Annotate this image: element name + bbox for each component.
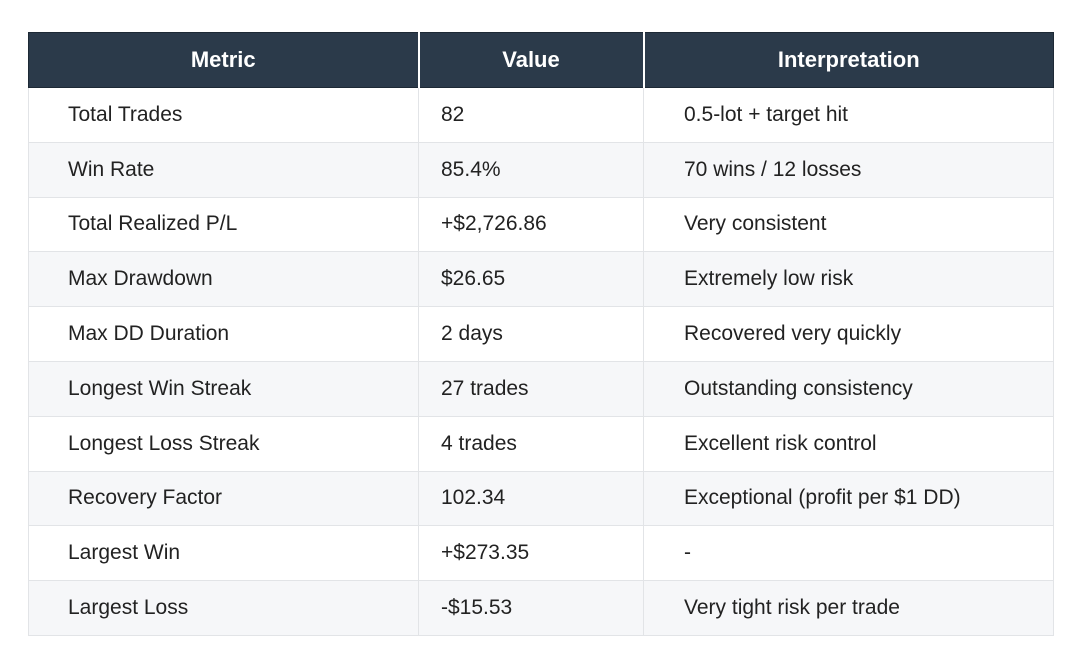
header-metric: Metric — [28, 32, 420, 88]
cell-metric: Max Drawdown — [28, 251, 419, 308]
cell-interpretation: Excellent risk control — [643, 415, 1054, 472]
table-row: Max Drawdown $26.65 Extremely low risk — [28, 251, 1054, 308]
table-row: Recovery Factor 102.34 Exceptional (prof… — [28, 470, 1054, 527]
cell-metric: Largest Win — [28, 525, 419, 582]
cell-metric: Largest Loss — [28, 580, 419, 636]
header-interpretation: Interpretation — [643, 32, 1054, 88]
cell-value: 27 trades — [418, 360, 644, 417]
header-row: Metric Value Interpretation — [28, 32, 1054, 88]
metrics-table-container: Metric Value Interpretation Total Trades… — [28, 32, 1054, 636]
cell-value: +$2,726.86 — [418, 196, 644, 253]
cell-metric: Total Trades — [28, 87, 419, 143]
cell-interpretation: Outstanding consistency — [643, 360, 1054, 417]
cell-interpretation: Recovered very quickly — [643, 306, 1054, 362]
table-row: Total Trades 82 0.5-lot + target hit — [28, 87, 1054, 143]
cell-value: $26.65 — [418, 251, 644, 308]
cell-value: 4 trades — [418, 415, 644, 472]
cell-value: 85.4% — [418, 141, 644, 198]
cell-metric: Longest Win Streak — [28, 360, 419, 417]
cell-value: +$273.35 — [418, 525, 644, 582]
cell-interpretation: 0.5-lot + target hit — [643, 87, 1054, 143]
metrics-table: Metric Value Interpretation Total Trades… — [28, 32, 1054, 636]
cell-interpretation: - — [643, 525, 1054, 582]
table-header: Metric Value Interpretation — [28, 32, 1054, 88]
table-row: Longest Loss Streak 4 trades Excellent r… — [28, 415, 1054, 472]
cell-metric: Longest Loss Streak — [28, 415, 419, 472]
cell-metric: Max DD Duration — [28, 306, 419, 362]
table-row: Total Realized P/L +$2,726.86 Very consi… — [28, 196, 1054, 253]
table-row: Win Rate 85.4% 70 wins / 12 losses — [28, 141, 1054, 198]
cell-interpretation: Very consistent — [643, 196, 1054, 253]
cell-interpretation: 70 wins / 12 losses — [643, 141, 1054, 198]
cell-interpretation: Very tight risk per trade — [643, 580, 1054, 636]
table-row: Largest Loss -$15.53 Very tight risk per… — [28, 580, 1054, 636]
header-value: Value — [418, 32, 645, 88]
cell-metric: Win Rate — [28, 141, 419, 198]
cell-interpretation: Extremely low risk — [643, 251, 1054, 308]
cell-interpretation: Exceptional (profit per $1 DD) — [643, 470, 1054, 527]
cell-metric: Recovery Factor — [28, 470, 419, 527]
table-row: Largest Win +$273.35 - — [28, 525, 1054, 582]
cell-value: -$15.53 — [418, 580, 644, 636]
table-row: Max DD Duration 2 days Recovered very qu… — [28, 306, 1054, 362]
table-body: Total Trades 82 0.5-lot + target hit Win… — [28, 87, 1054, 636]
cell-value: 2 days — [418, 306, 644, 362]
cell-value: 102.34 — [418, 470, 644, 527]
table-row: Longest Win Streak 27 trades Outstanding… — [28, 360, 1054, 417]
cell-metric: Total Realized P/L — [28, 196, 419, 253]
cell-value: 82 — [418, 87, 644, 143]
